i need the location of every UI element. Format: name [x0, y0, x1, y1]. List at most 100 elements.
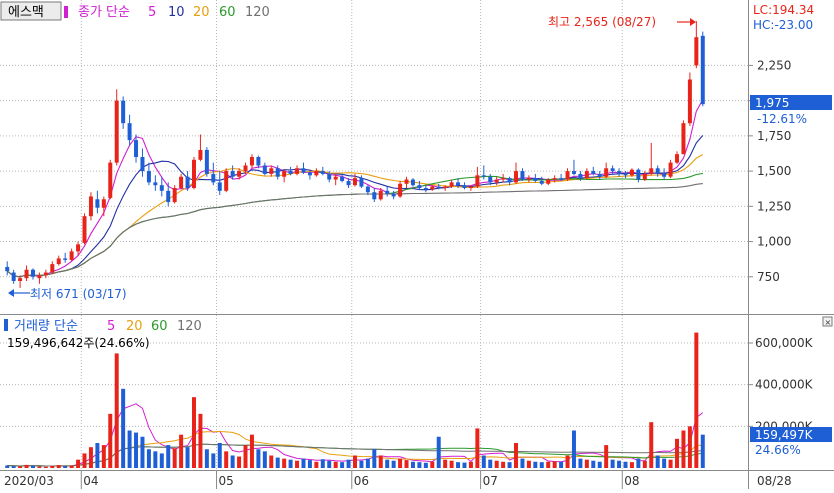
current-change: -12.61%: [757, 112, 807, 126]
current-volume: 159,497K: [755, 428, 814, 442]
candle-body: [449, 182, 454, 187]
candle-body: [179, 176, 184, 188]
volume-bar: [404, 460, 409, 468]
volume-bar: [481, 455, 486, 468]
candle-body: [11, 272, 16, 281]
candle-body: [378, 190, 383, 200]
candle-body: [385, 190, 390, 194]
volume-bar: [76, 459, 81, 468]
volume-bar: [256, 449, 261, 468]
price-tick-label: 1,250: [757, 199, 791, 213]
volume-bar: [166, 445, 171, 468]
time-axis-label: 08: [624, 474, 639, 488]
volume-legend-label: 거래량 단순: [14, 319, 78, 334]
volume-bar: [475, 428, 480, 468]
volume-bar: [333, 461, 338, 468]
candle-body: [417, 185, 422, 188]
volume-bar: [30, 465, 35, 468]
volume-bar: [430, 461, 435, 468]
candle-body: [642, 173, 647, 180]
candle-body: [475, 175, 480, 187]
volume-bar: [494, 460, 499, 468]
volume-legend-marker: [4, 319, 8, 331]
volume-bar: [675, 438, 680, 468]
volume-bar: [629, 462, 634, 468]
volume-bar: [159, 453, 164, 468]
candle-body: [243, 165, 248, 172]
candle-body: [275, 168, 280, 177]
stock-name[interactable]: 에스맥: [8, 5, 44, 20]
candle-body: [146, 171, 151, 183]
volume-bar: [604, 445, 609, 468]
candle-body: [443, 186, 448, 188]
low-arrow: [8, 289, 30, 297]
candle-body: [526, 178, 531, 180]
candle-body: [514, 171, 519, 183]
volume-bar: [153, 451, 158, 468]
volume-bar: [5, 465, 10, 468]
candle-body: [69, 251, 74, 260]
right-axis-panel: [749, 0, 834, 489]
volume-bar: [108, 413, 113, 468]
candle-body: [166, 190, 171, 203]
ma5-legend: 5: [148, 5, 156, 20]
candle-body: [462, 185, 467, 188]
candle-body: [353, 178, 357, 186]
close-icon[interactable]: ×: [825, 318, 832, 327]
time-axis-label: 2020/03: [4, 474, 54, 488]
volume-bar: [237, 456, 242, 468]
candle-body: [101, 199, 106, 208]
volume-bar: [307, 460, 312, 468]
volume-bar: [623, 461, 628, 468]
vol-ma120-legend: 120: [177, 319, 202, 334]
volume-bar: [50, 465, 55, 468]
candle-body: [668, 162, 673, 177]
candle-body: [533, 178, 538, 181]
volume-bar: [584, 459, 589, 468]
volume-bar: [655, 455, 660, 468]
volume-bar: [449, 460, 454, 468]
volume-bar: [597, 461, 602, 468]
volume-bar: [700, 434, 705, 468]
volume-bar: [269, 455, 274, 468]
hc-label: HC:-23.00: [753, 18, 813, 32]
vol-ma60-legend: 60: [151, 319, 168, 334]
volume-bar: [571, 430, 576, 468]
candle-body: [456, 182, 461, 186]
price-tick-label: 1,500: [757, 164, 791, 178]
candle-body: [185, 176, 190, 188]
volume-bar: [514, 443, 519, 468]
candlestick-series: [5, 21, 705, 288]
low-annotation: 최저 671 (03/17): [30, 287, 127, 301]
candle-body: [217, 182, 222, 191]
volume-bar: [11, 466, 16, 468]
candle-body: [694, 37, 699, 66]
volume-bar: [101, 445, 106, 468]
candle-body: [114, 100, 119, 163]
time-axis-label: 05: [219, 474, 234, 488]
candle-body: [488, 176, 493, 183]
high-arrow: [677, 18, 696, 26]
candle-body: [539, 180, 544, 184]
volume-bar: [359, 460, 364, 468]
volume-bar: [56, 465, 61, 468]
volume-bar: [95, 443, 100, 468]
volume-bar: [372, 449, 377, 468]
volume-bar: [681, 430, 686, 468]
stock-name-box[interactable]: [0, 1, 62, 21]
close-pane-button[interactable]: [822, 316, 833, 327]
candle-body: [191, 159, 196, 188]
volume-bar: [417, 462, 422, 468]
vol-ma20-legend: 20: [126, 319, 143, 334]
candle-body: [681, 123, 686, 155]
candle-body: [655, 168, 660, 174]
candle-body: [224, 171, 229, 191]
volume-value: 159,496,642주(24.66%): [7, 336, 150, 350]
candle-body: [288, 171, 293, 174]
volume-bar: [436, 436, 441, 468]
volume-bar-series: [5, 332, 705, 468]
volume-bar: [243, 445, 248, 468]
price-tick-label: 1,000: [757, 235, 791, 249]
